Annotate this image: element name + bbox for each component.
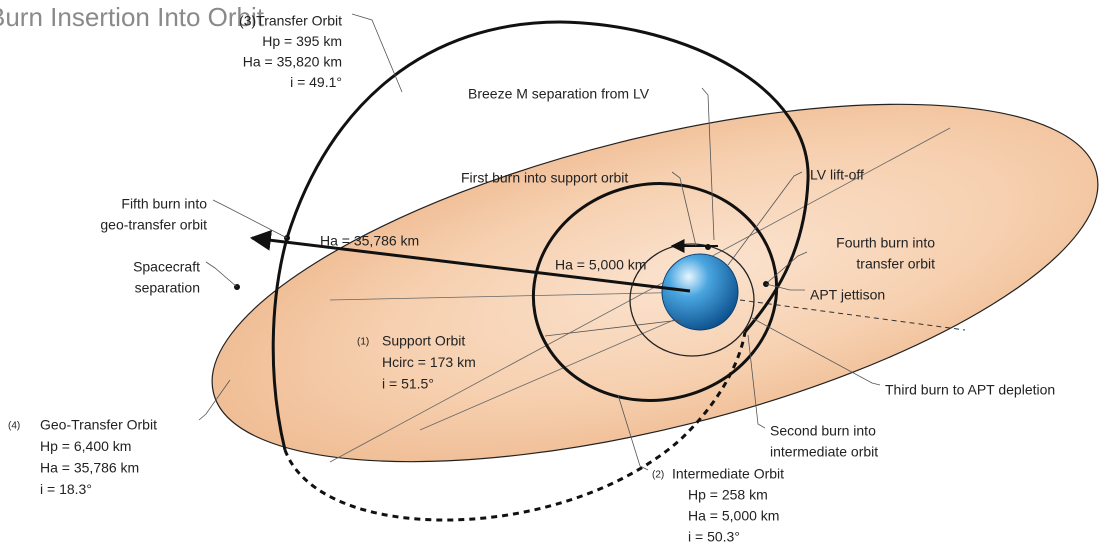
label: Geo-Transfer Orbit [40,417,157,433]
burn-point [705,244,711,250]
label: (3)Transfer Orbit [239,13,342,29]
leader-line [206,262,237,287]
label: Ha = 35,786 km [40,460,139,476]
label: geo-transfer orbit [100,217,207,233]
page: {"title": "Burn Insertion Into Orbit", "… [0,0,1111,542]
label: Hp = 6,400 km [40,438,131,454]
orbit-plane [178,32,1111,534]
label: i = 18.3° [40,481,92,497]
label-number: (1) [357,337,369,348]
label: Ha = 5,000 km [555,257,646,273]
label: transfer orbit [856,256,935,272]
label: Hcirc = 173 km [382,354,476,370]
label: i = 51.5° [382,376,434,392]
label: Fifth burn into [121,196,207,212]
label: First burn into support orbit [461,170,628,186]
label: Hp = 395 km [262,33,342,49]
label: Hp = 258 km [688,487,768,503]
label: Spacecraft [133,259,200,275]
label-number: (2) [652,470,664,481]
leader-line [213,200,287,238]
label: intermediate orbit [770,444,878,460]
label: Ha = 5,000 km [688,508,779,524]
label: Ha = 35,820 km [243,54,342,70]
label: APT jettison [810,287,885,303]
label: i = 49.1° [290,74,342,90]
label: separation [135,280,200,296]
label: Third burn to APT depletion [885,382,1055,398]
label: LV lift-off [810,167,864,183]
earth [662,254,738,330]
title: Burn Insertion Into Orbit [0,2,265,32]
label: Support Orbit [382,333,465,349]
leader-line [352,14,402,92]
label: Fourth burn into [836,235,935,251]
label: i = 50.3° [688,529,740,542]
label-number: (4) [8,421,20,432]
diagram: Burn Insertion Into Orbit (3)Transfer Or… [0,0,1111,542]
label: Breeze M separation from LV [468,86,650,102]
label: Ha = 35,786 km [320,233,419,249]
label: Intermediate Orbit [672,466,784,482]
label: Second burn into [770,423,876,439]
